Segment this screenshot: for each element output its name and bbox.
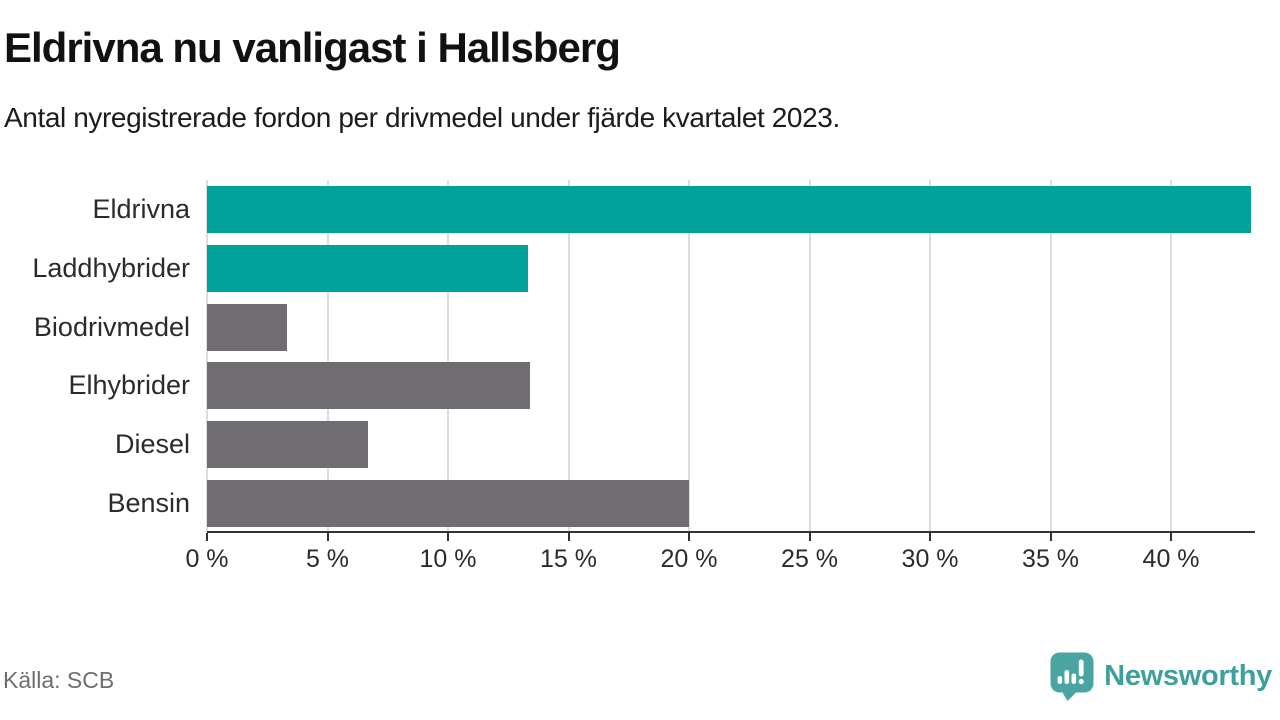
x-tick-35 (1049, 533, 1052, 541)
gridline-5 (326, 180, 329, 532)
gridline-25 (808, 180, 811, 532)
y-label-elhybrider: Elhybrider (68, 370, 190, 400)
x-tick-label-40: 40 % (1142, 545, 1200, 573)
x-tick-15 (567, 533, 570, 541)
x-tick-label-15: 15 % (540, 545, 598, 573)
x-tick-30 (929, 533, 932, 541)
x-tick-25 (808, 533, 811, 541)
newsworthy-logo-icon (1050, 652, 1094, 701)
bar-chart-plot-area (206, 180, 1253, 532)
newsworthy-logo-text: Newsworthy (1104, 659, 1272, 692)
bar-bensin (207, 480, 690, 527)
page-title: Eldrivna nu vanligast i Hallsberg (4, 24, 621, 71)
gridline-35 (1049, 180, 1052, 532)
gridline-15 (567, 180, 570, 532)
y-label-laddhybrider: Laddhybrider (32, 253, 190, 283)
newsworthy-logo: Newsworthy (1049, 650, 1272, 702)
bar-eldrivna (207, 186, 1251, 233)
x-tick-10 (447, 533, 449, 541)
x-tick-20 (688, 533, 691, 541)
x-tick-label-0: 0 % (185, 545, 229, 573)
x-tick-label-35: 35 % (1022, 545, 1080, 573)
bar-laddhybrider (207, 245, 528, 292)
y-label-diesel: Diesel (114, 429, 190, 459)
bar-biodrivmedel (207, 304, 287, 351)
y-axis-labels: Eldrivna Laddhybrider Biodrivmedel Elhybrid… (0, 180, 190, 532)
x-tick-label-25: 25 % (781, 545, 839, 573)
y-label-biodrivmedel: Biodrivmedel (33, 312, 190, 342)
x-tick-5 (326, 533, 329, 541)
x-tick-label-5: 5 % (305, 545, 350, 573)
gridline-40 (1170, 180, 1173, 532)
y-label-bensin: Bensin (107, 488, 190, 518)
x-tick-0 (206, 533, 208, 541)
x-tick-label-10: 10 % (419, 545, 477, 573)
x-axis: 0 % 5 % 10 % 15 % 20 % 25 % 30 % 35 % 40 % (185, 531, 1257, 581)
x-tick-40 (1170, 533, 1173, 541)
gridline-30 (929, 180, 932, 532)
bar-elhybrider (207, 362, 530, 409)
x-tick-label-20: 20 % (660, 545, 718, 573)
bar-diesel (207, 421, 369, 468)
x-axis-line (207, 531, 1255, 533)
chart-subtitle: Antal nyregistrerade fordon per drivmede… (4, 102, 840, 133)
x-tick-label-30: 30 % (901, 545, 959, 573)
y-label-eldrivna: Eldrivna (92, 194, 190, 224)
gridline-10 (447, 180, 449, 532)
gridline-0 (206, 180, 208, 532)
source-note: Källa: SCB (3, 667, 115, 693)
gridline-20 (688, 180, 691, 532)
